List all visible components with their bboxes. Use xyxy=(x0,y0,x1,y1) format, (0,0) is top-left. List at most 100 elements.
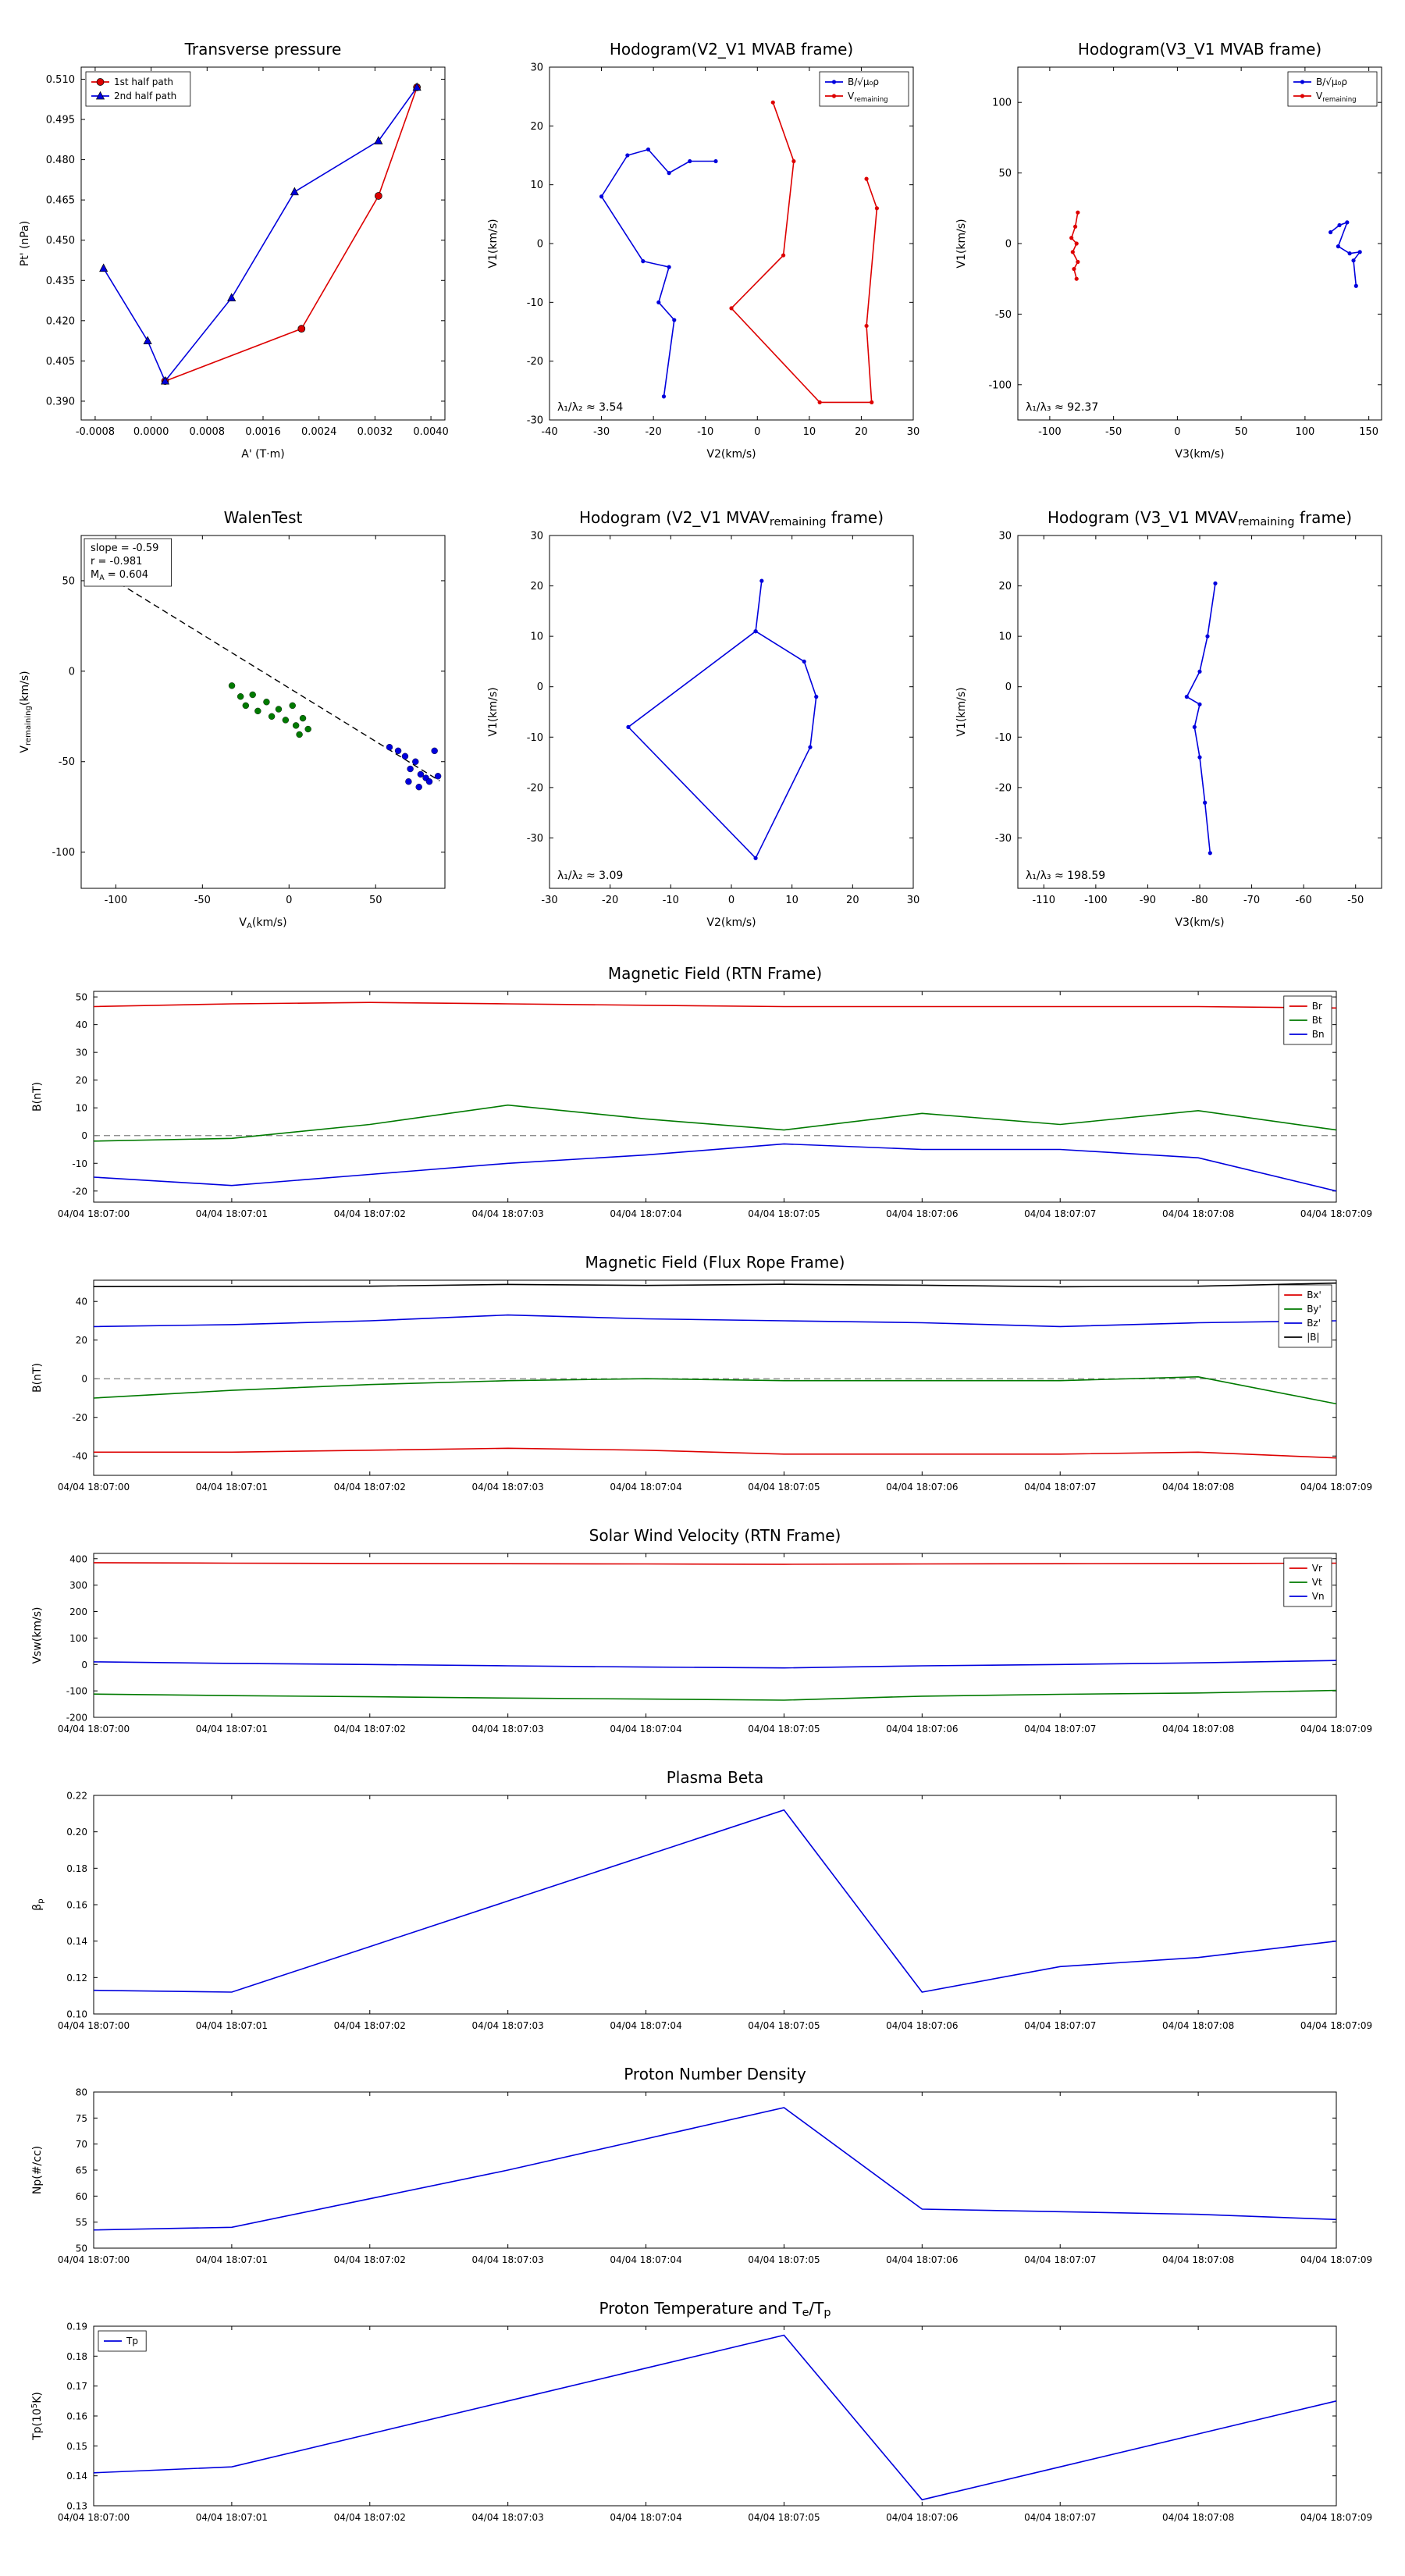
annotation: λ₁/λ₃ ≈ 198.59 xyxy=(1026,870,1105,882)
chart-proton-temperature: Proton Temperature and Te/Tp 04/04 18:07:… xyxy=(30,2299,1372,2523)
series-bn xyxy=(93,1143,1337,1192)
svg-text:04/04 18:07:04: 04/04 18:07:04 xyxy=(610,1482,681,1493)
top-panel-row: Transverse pressure -0.0008 0.0000 0.0008 0.… xyxy=(0,17,1405,486)
series-tp xyxy=(93,2334,1337,2501)
svg-text:04/04 18:07:06: 04/04 18:07:06 xyxy=(886,2254,958,2265)
svg-text:-20: -20 xyxy=(72,1412,87,1423)
plot-area xyxy=(549,66,914,421)
svg-text:200: 200 xyxy=(69,1606,87,1617)
svg-text:04/04 18:07:08: 04/04 18:07:08 xyxy=(1162,1482,1234,1493)
series-points-mid xyxy=(228,682,311,738)
svg-text:04/04 18:07:00: 04/04 18:07:00 xyxy=(58,1208,130,1219)
svg-text:-100: -100 xyxy=(66,1686,87,1697)
svg-text:Bz': Bz' xyxy=(1307,1318,1321,1329)
series-by- xyxy=(93,1375,1337,1405)
svg-text:30: 30 xyxy=(907,426,920,438)
svg-text:04/04 18:07:09: 04/04 18:07:09 xyxy=(1300,1208,1372,1219)
svg-text:-20: -20 xyxy=(527,356,543,368)
svg-text:04/04 18:07:01: 04/04 18:07:01 xyxy=(196,1482,268,1493)
svg-text:-30: -30 xyxy=(593,426,610,438)
axes-ticks xyxy=(93,1280,1337,1475)
annotation: λ₁/λ₂ ≈ 3.09 xyxy=(557,870,623,882)
svg-text:-90: -90 xyxy=(1140,895,1156,906)
y-axis-label: V1(km/s) xyxy=(487,687,500,736)
svg-text:04/04 18:07:04: 04/04 18:07:04 xyxy=(610,1724,681,1735)
legend: 1st half path 2nd half path xyxy=(85,71,191,107)
svg-text:04/04 18:07:05: 04/04 18:07:05 xyxy=(748,1208,820,1219)
svg-text:04/04 18:07:04: 04/04 18:07:04 xyxy=(610,2020,681,2031)
series-b-path xyxy=(626,578,819,860)
svg-text:0.510: 0.510 xyxy=(46,74,75,86)
svg-text:20: 20 xyxy=(855,426,868,438)
svg-text:50: 50 xyxy=(76,992,87,1003)
chart-proton-density: Proton Number Density 04/04 18:07:00 04/04… xyxy=(31,2065,1372,2265)
svg-text:0.435: 0.435 xyxy=(46,276,75,287)
svg-text:04/04 18:07:09: 04/04 18:07:09 xyxy=(1300,2020,1372,2031)
series-2nd-half-path xyxy=(99,82,422,385)
svg-text:80: 80 xyxy=(76,2087,87,2098)
chart-title: Proton Number Density xyxy=(624,2065,806,2083)
svg-text:-50: -50 xyxy=(59,756,75,768)
svg-text:04/04 18:07:00: 04/04 18:07:00 xyxy=(58,1482,130,1493)
svg-text:Br: Br xyxy=(1312,1001,1322,1012)
svg-text:55: 55 xyxy=(76,2217,87,2228)
plot-area xyxy=(93,1279,1337,1476)
svg-text:04/04 18:07:07: 04/04 18:07:07 xyxy=(1024,1482,1096,1493)
chart-title: WalenTest xyxy=(224,508,303,527)
legend: B/√μ₀ρ Vremaining xyxy=(819,71,909,107)
svg-text:-50: -50 xyxy=(194,895,211,906)
series-points-end xyxy=(386,744,442,791)
svg-text:04/04 18:07:09: 04/04 18:07:09 xyxy=(1300,2254,1372,2265)
y-axis-label: Vsw(km/s) xyxy=(31,1606,44,1663)
series-br xyxy=(93,1002,1337,1009)
svg-text:0.16: 0.16 xyxy=(66,2411,87,2422)
chart-title: Hodogram (V2_V1 MVAVremaining frame) xyxy=(579,508,884,528)
chart-title: Magnetic Field (Flux Rope Frame) xyxy=(585,1253,845,1272)
y-axis-label: V1(km/s) xyxy=(955,687,968,736)
svg-text:50: 50 xyxy=(76,2243,87,2254)
svg-text:-30: -30 xyxy=(995,833,1012,845)
svg-text:r = -0.981: r = -0.981 xyxy=(91,556,142,568)
series-vt xyxy=(93,1689,1337,1701)
plot-area xyxy=(1017,66,1382,421)
plot-area xyxy=(93,2325,1337,2507)
svg-text:50: 50 xyxy=(369,895,382,906)
svg-text:70: 70 xyxy=(76,2139,87,2150)
svg-text:-50: -50 xyxy=(995,309,1012,321)
svg-text:04/04 18:07:04: 04/04 18:07:04 xyxy=(610,2512,681,2523)
svg-text:04/04 18:07:06: 04/04 18:07:06 xyxy=(886,1724,958,1735)
series-beta-p xyxy=(93,1809,1337,1993)
svg-text:0: 0 xyxy=(728,895,735,906)
svg-text:04/04 18:07:02: 04/04 18:07:02 xyxy=(334,1724,406,1735)
y-axis-label: Tp(105K) xyxy=(30,2392,44,2441)
x-axis-label: A' (T·m) xyxy=(241,448,284,461)
svg-text:0: 0 xyxy=(81,1130,87,1141)
svg-text:-10: -10 xyxy=(527,297,543,309)
axes-ticks xyxy=(93,1553,1337,1718)
svg-text:20: 20 xyxy=(76,1335,87,1346)
svg-text:0.0016: 0.0016 xyxy=(245,426,281,438)
svg-text:0.15: 0.15 xyxy=(66,2441,87,2452)
svg-text:By': By' xyxy=(1307,1304,1321,1315)
svg-text:0: 0 xyxy=(1005,239,1012,251)
svg-text:0.0000: 0.0000 xyxy=(133,426,169,438)
legend: B/√μ₀ρ Vremaining xyxy=(1287,71,1378,107)
y-axis-label: B(nT) xyxy=(31,1363,44,1393)
svg-text:-10: -10 xyxy=(995,732,1012,744)
svg-text:0: 0 xyxy=(754,426,760,438)
legend: Vr Vt Vn xyxy=(1283,1557,1332,1607)
svg-text:B/√μ₀ρ: B/√μ₀ρ xyxy=(848,76,879,87)
svg-text:-10: -10 xyxy=(663,895,679,906)
series--b- xyxy=(93,1282,1337,1288)
svg-text:40: 40 xyxy=(76,1297,87,1308)
svg-text:-0.0008: -0.0008 xyxy=(76,426,115,438)
svg-text:100: 100 xyxy=(1295,426,1314,438)
svg-text:-20: -20 xyxy=(602,895,618,906)
svg-text:-30: -30 xyxy=(541,895,557,906)
svg-text:0.450: 0.450 xyxy=(46,235,75,247)
svg-text:04/04 18:07:00: 04/04 18:07:00 xyxy=(58,1724,130,1735)
svg-text:0.19: 0.19 xyxy=(66,2322,87,2332)
axes-ticks xyxy=(549,535,914,888)
